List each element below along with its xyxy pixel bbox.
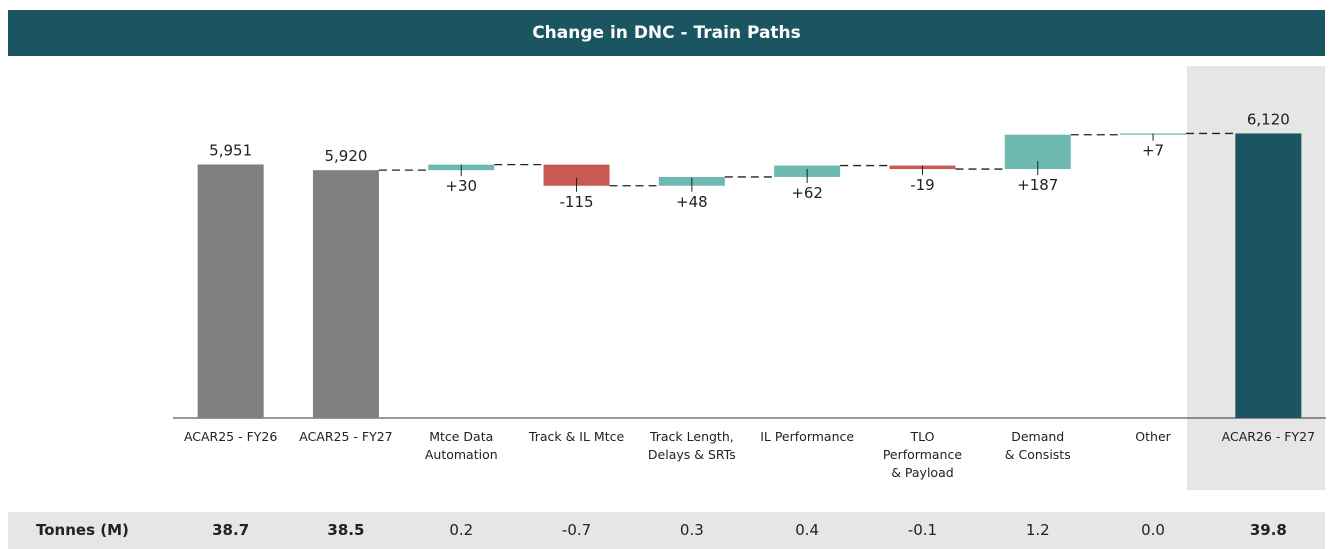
x-tick-label: IL Performance xyxy=(760,429,855,444)
value-label: 5,920 xyxy=(324,147,367,165)
table-cell: 39.8 xyxy=(1249,521,1287,539)
value-label: 6,120 xyxy=(1247,110,1290,128)
value-label: +187 xyxy=(1017,176,1058,194)
table-cell: 0.0 xyxy=(1141,521,1165,539)
value-label: +48 xyxy=(676,193,708,211)
x-tick-label: Track Length, Delays & SRTs xyxy=(647,429,736,462)
bar xyxy=(312,170,379,418)
table-row xyxy=(8,512,1325,549)
table-cell: -0.7 xyxy=(561,521,592,539)
x-tick-label: ACAR25 - FY26 xyxy=(183,429,278,444)
bar xyxy=(197,164,264,418)
table-cell: -0.1 xyxy=(907,521,938,539)
table-cell: 1.2 xyxy=(1025,521,1050,539)
x-tick-label: Demand & Consists xyxy=(1004,429,1071,462)
chart-title: Change in DNC - Train Paths xyxy=(8,10,1325,56)
value-label: -19 xyxy=(910,176,935,194)
table-cell: 38.5 xyxy=(327,521,365,539)
table-cell: 0.3 xyxy=(679,521,704,539)
value-label: +7 xyxy=(1142,142,1164,160)
x-tick-label: Other xyxy=(1135,429,1171,444)
x-tick-label: ACAR25 - FY27 xyxy=(299,429,393,444)
x-tick-label: Mtce Data Automation xyxy=(424,429,498,462)
table-cell: 0.2 xyxy=(449,521,474,539)
value-label: +30 xyxy=(445,177,477,195)
x-tick-label: Track & IL Mtce xyxy=(528,429,625,444)
bar xyxy=(543,164,610,186)
x-tick-label: ACAR26 - FY27 xyxy=(1221,429,1316,444)
table-cell: 38.7 xyxy=(212,521,250,539)
value-label: +62 xyxy=(791,184,823,202)
value-label: 5,951 xyxy=(209,141,252,159)
row-label: Tonnes (M) xyxy=(36,521,129,539)
table-cell: 0.4 xyxy=(795,521,820,539)
value-label: -115 xyxy=(560,193,594,211)
x-tick-label: TLO Performance & Payload xyxy=(882,429,963,480)
bar xyxy=(1235,133,1302,418)
